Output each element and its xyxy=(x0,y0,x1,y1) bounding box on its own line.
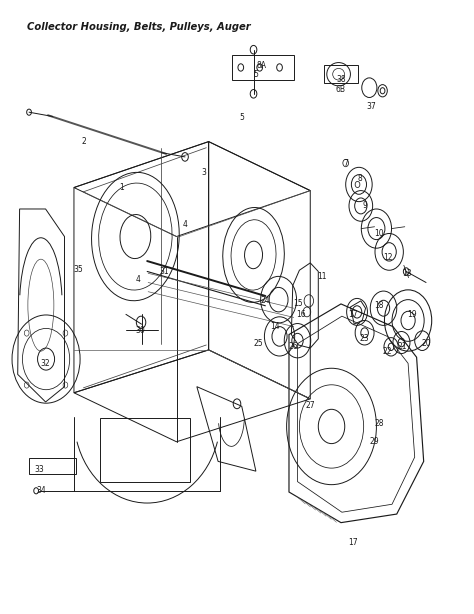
Text: 24: 24 xyxy=(261,297,270,305)
Text: 14: 14 xyxy=(270,322,280,331)
Text: 12: 12 xyxy=(383,254,393,263)
Text: 31: 31 xyxy=(159,267,169,276)
Text: 16: 16 xyxy=(296,310,306,319)
Text: 5: 5 xyxy=(254,70,258,79)
Text: 11: 11 xyxy=(317,272,327,281)
Text: 28: 28 xyxy=(374,419,383,428)
Text: 4: 4 xyxy=(135,275,140,284)
Text: 15: 15 xyxy=(293,300,303,308)
Text: 37: 37 xyxy=(367,101,376,111)
Text: 29: 29 xyxy=(369,437,379,446)
Text: 8: 8 xyxy=(357,174,362,183)
Text: 17: 17 xyxy=(348,538,357,547)
Text: 2: 2 xyxy=(81,137,86,146)
Text: 34: 34 xyxy=(36,486,46,495)
Text: 8A: 8A xyxy=(256,61,266,69)
Text: 23: 23 xyxy=(360,335,369,343)
Text: Collector Housing, Belts, Pulleys, Auger: Collector Housing, Belts, Pulleys, Auger xyxy=(27,22,250,32)
Text: 38: 38 xyxy=(336,75,346,84)
Text: 6B: 6B xyxy=(336,85,346,94)
Text: 10: 10 xyxy=(374,229,383,238)
Text: 21: 21 xyxy=(398,343,407,351)
Text: 17: 17 xyxy=(348,310,357,319)
Text: 22: 22 xyxy=(383,347,392,356)
Text: 3: 3 xyxy=(201,168,206,177)
Text: 19: 19 xyxy=(407,310,417,319)
Text: 35: 35 xyxy=(74,265,83,273)
Text: 9: 9 xyxy=(362,201,367,211)
Text: 32: 32 xyxy=(41,359,50,368)
Text: 18: 18 xyxy=(374,301,383,310)
Text: 1: 1 xyxy=(119,183,124,192)
Text: 26: 26 xyxy=(289,343,299,351)
Text: 30: 30 xyxy=(135,326,145,335)
Text: 20: 20 xyxy=(421,340,431,348)
Text: 4: 4 xyxy=(182,220,187,229)
Text: 25: 25 xyxy=(254,340,263,348)
Text: 13: 13 xyxy=(402,269,412,278)
Text: 5: 5 xyxy=(239,112,244,122)
Text: 33: 33 xyxy=(35,465,45,474)
Text: 27: 27 xyxy=(305,400,315,410)
Text: 7: 7 xyxy=(343,158,348,168)
